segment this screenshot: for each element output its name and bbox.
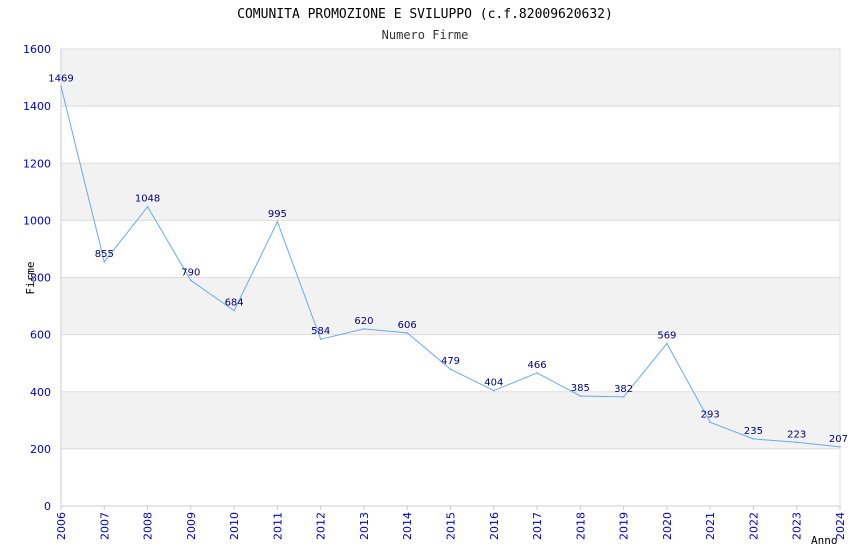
x-tick-label: 2017 [531,512,544,540]
data-label: 385 [571,383,590,394]
data-label: 404 [484,378,503,389]
data-point [795,441,798,444]
plot-background [61,49,840,506]
x-tick-label: 2019 [618,512,631,540]
y-tick-label: 1200 [23,157,51,170]
x-tick-label: 2006 [55,512,68,540]
series-line [60,85,841,448]
chart-title: COMUNITA PROMOZIONE E SVILUPPO (c.f.8200… [237,7,613,22]
x-tick-label: 2010 [228,512,241,540]
y-axis-ticks: 0 200 400 600 800 1000 1200 1400 1600 [23,43,51,513]
x-tick-label: 2011 [271,512,284,540]
data-point [319,338,322,340]
data-label: 293 [701,409,720,420]
data-point [709,421,711,424]
data-label: 569 [657,330,676,341]
data-label: 207 [829,434,848,445]
x-axis-ticks: 2006 2007 2008 2009 2010 2011 2012 2013 2014 2015… [55,506,847,540]
data-label: 1048 [135,194,160,205]
data-point [666,342,668,345]
data-label: 1469 [48,73,73,84]
x-tick-label: 2024 [834,512,847,540]
data-point [406,332,409,334]
y-tick-label: 600 [30,329,51,342]
x-tick-label: 2012 [315,512,328,540]
x-tick-label: 2008 [142,512,155,540]
x-tick-label: 2021 [704,512,717,540]
y-axis-label: Firme [24,261,37,294]
data-label: 620 [354,316,373,327]
x-axis-label: Anno [811,534,838,547]
data-label: 382 [614,384,633,395]
y-tick-label: 0 [44,500,51,513]
data-label: 855 [95,249,114,260]
data-label: 584 [311,326,330,337]
data-label: 684 [225,298,244,309]
data-label: 606 [398,320,417,331]
plot-band [61,391,840,449]
data-point [190,279,192,282]
data-point [233,309,235,312]
x-tick-label: 2022 [747,512,760,540]
data-point [492,389,495,392]
data-point [839,446,841,448]
data-point [276,221,279,223]
x-tick-label: 2020 [661,512,674,540]
data-point [579,395,582,397]
y-tick-label: 400 [30,386,51,399]
y-tick-label: 1400 [23,100,51,113]
y-tick-label: 200 [30,443,51,456]
plot-band [61,334,840,392]
data-label: 790 [181,267,200,278]
data-point [449,368,452,370]
x-tick-label: 2013 [358,512,371,540]
plot-band [61,448,840,506]
data-point [536,372,538,374]
plot-band [61,106,840,164]
y-tick-label: 1600 [23,43,51,56]
x-tick-label: 2007 [98,512,111,540]
y-tick-label: 1000 [23,214,51,227]
chart-subtitle: Numero Firme [382,28,469,42]
data-point [363,328,365,330]
x-tick-label: 2009 [185,512,198,540]
x-tick-label: 2016 [488,512,501,540]
x-tick-label: 2018 [574,512,587,540]
data-point [146,205,149,208]
x-tick-label: 2015 [445,512,458,540]
plot-band [61,220,840,278]
x-tick-label: 2014 [401,512,414,540]
data-point [622,396,625,398]
plot-band [61,163,840,221]
data-point [752,438,755,440]
data-label: 223 [787,429,806,440]
data-label: 235 [744,426,763,437]
plot-band [61,49,840,107]
data-point [60,85,62,88]
data-label: 995 [268,209,287,220]
data-point [103,260,106,263]
plot-band [61,277,840,335]
x-tick-label: 2023 [791,512,804,540]
data-labels: 1469 855 1048 790 684 995 584 620 606 479 404 466 38… [48,73,848,444]
y-tick-label: 800 [30,272,51,285]
data-label: 466 [528,360,547,371]
data-label: 479 [441,356,460,367]
